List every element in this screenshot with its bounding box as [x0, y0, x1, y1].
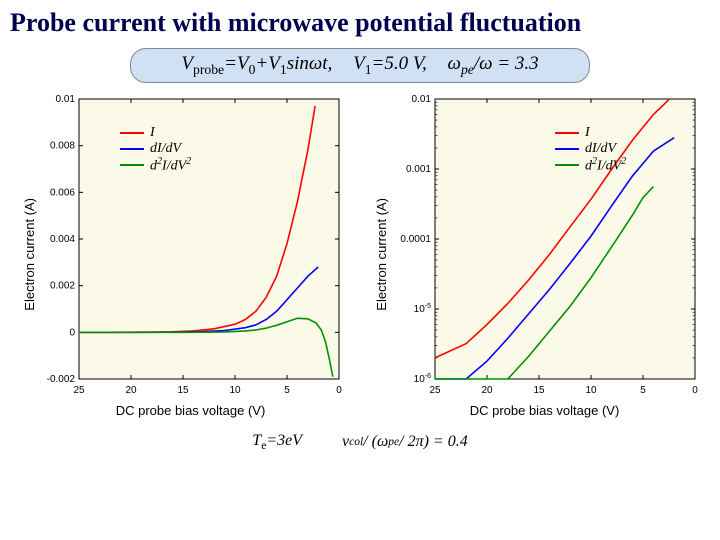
svg-text:0.01: 0.01: [411, 94, 431, 105]
svg-text:0.002: 0.002: [49, 280, 74, 291]
left-legend: IdI/dVd2I/dV2: [120, 125, 191, 173]
legend-row: dI/dV: [555, 141, 626, 157]
footer-ratio: vcol / (ωpe / 2π) = 0.4: [342, 433, 468, 451]
footer-te: Te=3eV: [252, 432, 302, 452]
svg-text:0.001: 0.001: [405, 164, 430, 175]
footer: Te=3eV vcol / (ωpe / 2π) = 0.4: [0, 432, 720, 452]
right-legend: IdI/dVd2I/dV2: [555, 125, 626, 173]
legend-row: d2I/dV2: [555, 157, 626, 173]
legend-swatch: [120, 164, 144, 166]
left-ylabel: Electron current (A): [22, 198, 37, 311]
legend-label: d2I/dV2: [585, 156, 626, 175]
right-panel: Electron current (A) 10-6 10-5 0.0001 0.001…: [374, 91, 699, 418]
left-xlabel: DC probe bias voltage (V): [39, 403, 343, 418]
legend-label: dI/dV: [585, 141, 616, 157]
legend-row: I: [555, 125, 626, 141]
legend-label: I: [150, 125, 155, 141]
svg-text:15: 15: [533, 385, 545, 396]
formula-bar: Vprobe=V0+V1sinωt, V1=5.0 V, ωpe/ω = 3.3: [130, 48, 590, 83]
svg-text:5: 5: [284, 385, 290, 396]
right-ylabel: Electron current (A): [374, 198, 389, 311]
svg-text:0: 0: [336, 385, 342, 396]
svg-text:10: 10: [229, 385, 241, 396]
right-xlabel: DC probe bias voltage (V): [391, 403, 699, 418]
legend-label: I: [585, 125, 590, 141]
svg-text:-0.002: -0.002: [46, 374, 75, 385]
svg-text:0.0001: 0.0001: [400, 234, 431, 245]
legend-swatch: [555, 164, 579, 166]
svg-text:0.004: 0.004: [49, 234, 74, 245]
svg-text:25: 25: [73, 385, 85, 396]
legend-label: dI/dV: [150, 141, 181, 157]
legend-label: d2I/dV2: [150, 156, 191, 175]
svg-text:0.01: 0.01: [55, 94, 75, 105]
right-chart: 10-6 10-5 0.0001 0.001 0.01 25 20 15 10 5 0: [391, 91, 699, 401]
page-title: Probe current with microwave potential f…: [0, 0, 720, 42]
svg-text:10: 10: [585, 385, 597, 396]
formula-part1: Vprobe=V0+V1sinωt,: [181, 53, 332, 74]
svg-text:10-6: 10-6: [413, 373, 430, 385]
legend-swatch: [120, 148, 144, 150]
legend-swatch: [555, 148, 579, 150]
svg-text:0.006: 0.006: [49, 187, 74, 198]
svg-text:0: 0: [69, 327, 75, 338]
svg-text:0: 0: [692, 385, 698, 396]
legend-swatch: [555, 132, 579, 134]
svg-text:0.008: 0.008: [49, 140, 74, 151]
svg-text:5: 5: [640, 385, 646, 396]
svg-text:25: 25: [429, 385, 441, 396]
svg-text:20: 20: [125, 385, 137, 396]
svg-text:10-5: 10-5: [413, 303, 430, 315]
formula-part3: ωpe/ω = 3.3: [448, 53, 539, 74]
formula-part2: V1=5.0 V,: [353, 53, 427, 74]
legend-swatch: [120, 132, 144, 134]
svg-text:20: 20: [481, 385, 493, 396]
legend-row: dI/dV: [120, 141, 191, 157]
svg-text:15: 15: [177, 385, 189, 396]
legend-row: I: [120, 125, 191, 141]
legend-row: d2I/dV2: [120, 157, 191, 173]
